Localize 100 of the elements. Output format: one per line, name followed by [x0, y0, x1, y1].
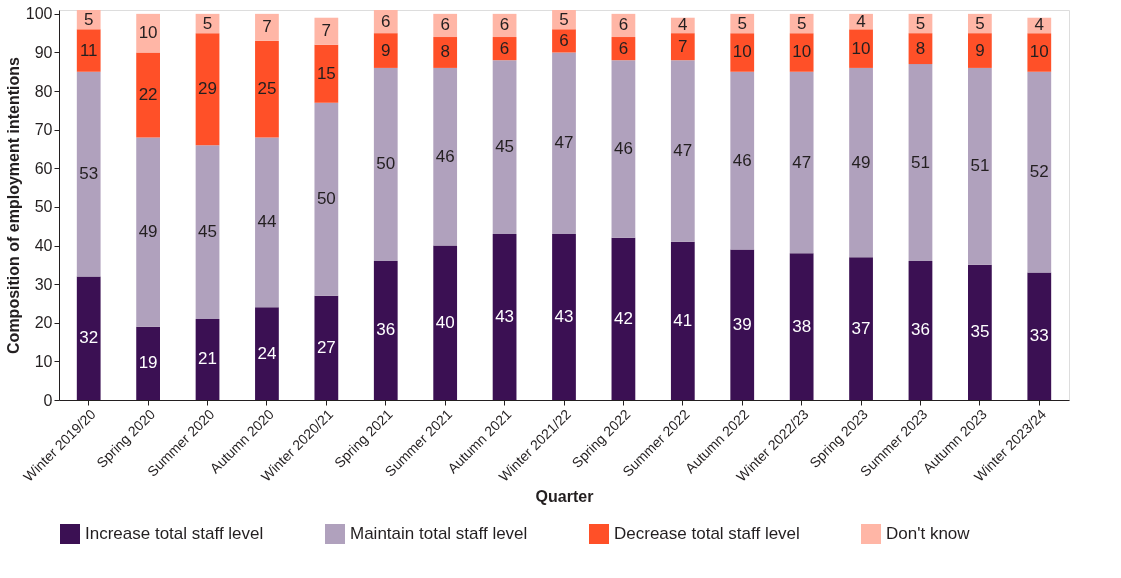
- y-tick-label: 60: [34, 159, 53, 177]
- data-label: 32: [79, 328, 99, 348]
- bar: [611, 60, 636, 238]
- data-label: 47: [554, 133, 574, 153]
- data-label: 9: [975, 40, 985, 60]
- bar: [314, 44, 339, 103]
- bar: [908, 64, 933, 261]
- data-label: 49: [138, 222, 158, 242]
- data-label: 9: [381, 40, 391, 60]
- bar: [136, 137, 160, 327]
- bar: [730, 33, 755, 72]
- data-label: 5: [796, 13, 807, 33]
- bar: [255, 40, 279, 138]
- bar: [908, 260, 933, 400]
- data-label: 25: [257, 79, 277, 99]
- data-label: 45: [198, 222, 217, 242]
- bar: [373, 67, 398, 261]
- data-label: 51: [911, 152, 930, 172]
- y-tick-label: 70: [34, 121, 53, 139]
- data-label: 36: [376, 320, 396, 340]
- data-label: 46: [613, 139, 633, 159]
- data-label: 27: [316, 337, 336, 357]
- legend-label: Maintain total staff level: [350, 524, 528, 543]
- data-label: 42: [613, 308, 633, 328]
- data-label: 7: [262, 17, 272, 37]
- data-label: 43: [495, 306, 515, 326]
- bar: [373, 260, 398, 400]
- bar: [136, 52, 160, 138]
- data-label: 5: [975, 13, 985, 33]
- bar: [730, 249, 755, 400]
- data-label: 5: [559, 9, 569, 29]
- y-tick-label: 90: [34, 43, 53, 61]
- data-label: 10: [1029, 42, 1049, 62]
- bar: [255, 13, 279, 41]
- bar: [195, 145, 220, 319]
- data-label: 6: [381, 11, 391, 31]
- bar: [136, 326, 160, 400]
- data-label: 5: [202, 13, 213, 33]
- data-label: 46: [732, 150, 752, 170]
- data-label: 24: [257, 343, 277, 363]
- data-label: 50: [316, 189, 336, 209]
- bar: [255, 307, 279, 400]
- data-label: 10: [138, 23, 158, 43]
- bar: [670, 33, 695, 61]
- data-label: 6: [618, 15, 629, 35]
- y-tick-label: 30: [34, 275, 53, 293]
- bar: [789, 71, 814, 254]
- data-label: 10: [851, 38, 871, 58]
- bar: [968, 264, 992, 400]
- bar: [255, 137, 279, 308]
- data-label: 8: [440, 42, 450, 62]
- data-label: 21: [198, 349, 217, 369]
- data-label: 39: [732, 314, 752, 334]
- data-label: 53: [79, 164, 99, 184]
- bar: [730, 71, 755, 250]
- bar: [968, 67, 992, 265]
- data-label: 47: [673, 140, 693, 160]
- data-label: 15: [316, 63, 336, 83]
- y-tick-label: 10: [34, 352, 53, 370]
- data-label: 6: [440, 15, 450, 35]
- bar: [1027, 272, 1052, 400]
- data-label: 19: [138, 353, 158, 373]
- data-label: 5: [737, 13, 747, 33]
- data-label: 7: [321, 21, 332, 41]
- data-label: 51: [970, 156, 990, 176]
- data-label: 5: [915, 13, 926, 33]
- y-tick-label: 100: [25, 5, 53, 23]
- y-axis-title: Composition of employment intentions: [4, 56, 22, 354]
- data-label: 43: [554, 306, 574, 326]
- data-label: 4: [678, 15, 688, 35]
- bar: [76, 71, 101, 277]
- bar: [552, 52, 576, 234]
- legend-label: Decrease total staff level: [614, 524, 800, 543]
- bar: [314, 102, 339, 296]
- data-label: 47: [792, 152, 812, 172]
- data-label: 40: [435, 312, 455, 332]
- data-label: 33: [1029, 326, 1049, 346]
- bar: [789, 253, 814, 400]
- bar: [433, 37, 458, 68]
- bar: [373, 33, 398, 68]
- y-tick-label: 50: [34, 198, 53, 216]
- data-label: 49: [851, 152, 871, 172]
- bar: [433, 67, 458, 246]
- bar: [314, 17, 339, 45]
- data-label: 52: [1029, 162, 1049, 182]
- data-label: 38: [792, 316, 812, 336]
- bar: [492, 60, 517, 234]
- data-label: 7: [678, 36, 688, 56]
- data-label: 36: [911, 320, 930, 340]
- data-label: 6: [499, 15, 510, 35]
- data-label: 11: [79, 40, 98, 60]
- bar: [552, 233, 576, 400]
- legend-label: Don't know: [886, 524, 971, 543]
- y-tick-label: 40: [34, 237, 53, 255]
- bar: [670, 241, 695, 400]
- bar: [849, 67, 873, 258]
- bar: [611, 237, 636, 400]
- data-label: 37: [851, 318, 871, 338]
- y-tick-label: 0: [43, 391, 53, 409]
- data-label: 6: [499, 38, 510, 58]
